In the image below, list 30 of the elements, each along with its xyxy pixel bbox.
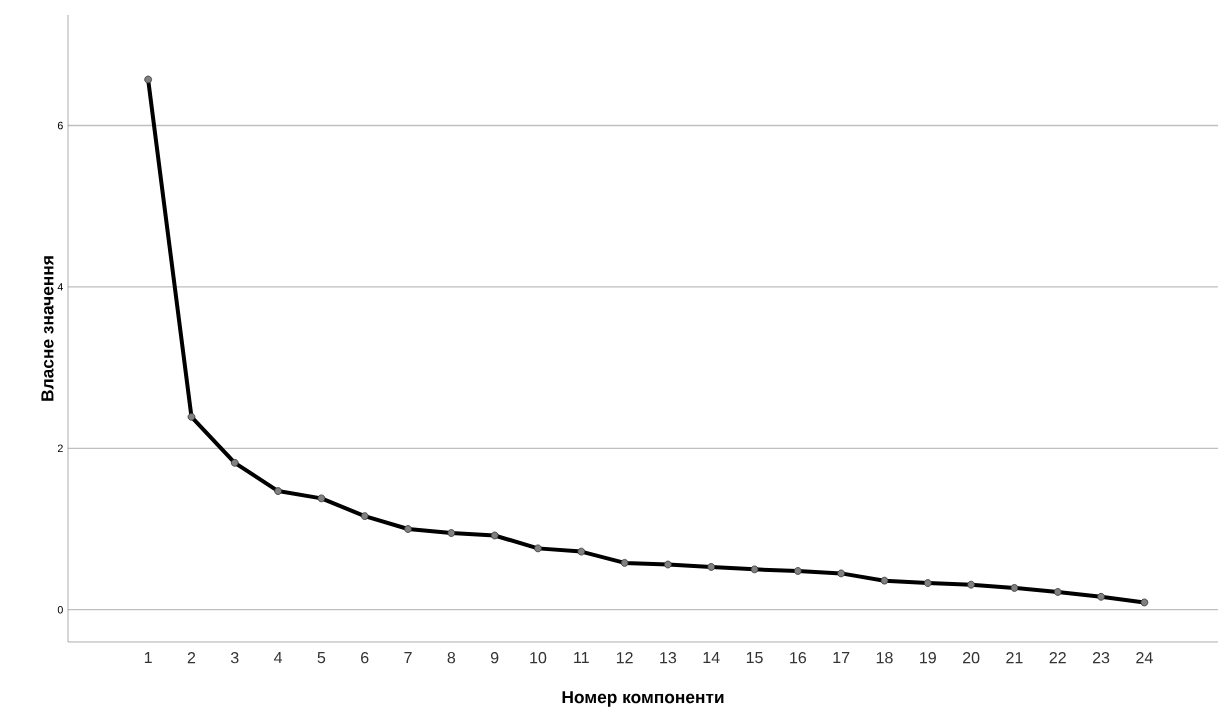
x-tick-label: 20: [963, 652, 980, 664]
x-tick-label: 18: [876, 652, 893, 664]
x-tick-label: 10: [530, 652, 547, 664]
x-tick-label: 17: [833, 652, 850, 664]
x-tick-label: 15: [746, 652, 763, 664]
x-tick-label: 6: [361, 652, 369, 664]
y-tick-label: 2: [57, 444, 63, 453]
x-tick-label: 3: [230, 652, 239, 664]
x-tick-label: 9: [490, 652, 499, 664]
x-tick-label: 2: [187, 652, 196, 664]
x-tick-label: 21: [1006, 652, 1023, 664]
x-tick-label: 19: [920, 652, 936, 664]
y-tick-label: 0: [57, 605, 63, 614]
x-tick-label: 13: [660, 652, 677, 664]
x-tick-label: 4: [274, 652, 283, 664]
x-tick-label: 5: [317, 652, 326, 664]
x-tick-label: 11: [574, 652, 589, 664]
x-tick-label: 23: [1092, 652, 1110, 664]
x-tick-label: 1: [144, 652, 152, 664]
y-tick-label: 4: [57, 283, 63, 291]
x-tick-label: 7: [404, 652, 412, 664]
y-axis-title: Власне значення: [41, 256, 54, 401]
x-tick-label: 24: [1136, 652, 1153, 664]
x-tick-label: 8: [447, 652, 456, 664]
x-axis-title: Номер компоненти: [562, 691, 724, 707]
x-tick-label: 22: [1049, 652, 1066, 664]
x-tick-label: 12: [616, 652, 633, 664]
y-tick-label: 6: [57, 121, 63, 130]
x-tick-label: 16: [790, 652, 807, 664]
x-tick-label: 14: [703, 652, 720, 664]
